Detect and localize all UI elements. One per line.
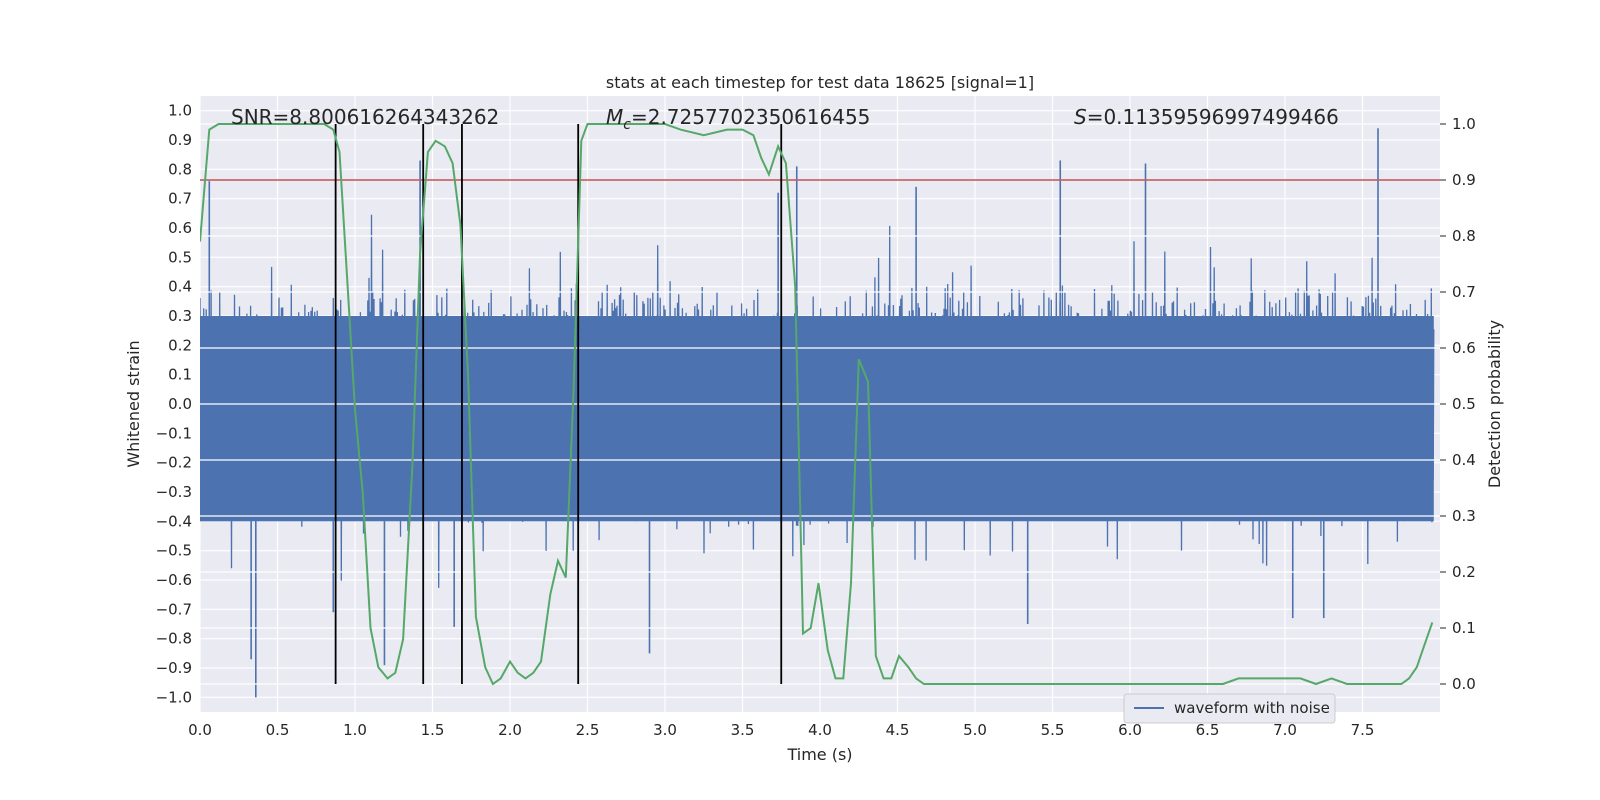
x-tick-label: 3.0 (653, 721, 677, 739)
left-tick-label: −0.7 (156, 600, 192, 618)
left-tick-label: 0.6 (168, 219, 192, 237)
left-tick-label: 0.3 (168, 307, 192, 325)
x-tick-label: 6.0 (1118, 721, 1142, 739)
s-annotation: S=0.11359596997499466 (1074, 105, 1339, 129)
x-tick-label: 4.5 (886, 721, 910, 739)
left-tick-label: −0.5 (156, 542, 192, 560)
right-tick-labels: 1.0 0.9 0.8 0.7 0.6 0.5 0.4 0.3 0.2 0.1 0.0 (1440, 115, 1476, 693)
x-tick-label: 0.0 (188, 721, 212, 739)
x-tick-label: 2.5 (576, 721, 600, 739)
left-tick-label: −0.4 (156, 512, 192, 530)
s-symbol: S (1074, 105, 1087, 129)
x-tick-label: 1.0 (343, 721, 367, 739)
legend: waveform with noise (1123, 693, 1336, 724)
left-tick-label: 0.1 (168, 366, 192, 384)
left-tick-label: −0.1 (156, 424, 192, 442)
waveform-dense-band (200, 316, 1434, 522)
left-tick-label: 0.0 (168, 395, 192, 413)
left-tick-label: 0.7 (168, 190, 192, 208)
left-tick-label: −0.8 (156, 630, 192, 648)
s-value: =0.11359596997499466 (1087, 105, 1339, 129)
left-tick-label: −1.0 (156, 688, 192, 706)
left-tick-labels: 1.0 0.9 0.8 0.7 0.6 0.5 0.4 0.3 0.2 0.1 0.0 −0.1 −0.… (156, 102, 192, 707)
legend-box (1123, 693, 1336, 724)
probability-line (200, 123, 1434, 686)
chirp-mass-symbol: M (606, 105, 623, 129)
legend-label: waveform with noise (1174, 699, 1330, 717)
right-tick-label: 0.9 (1452, 171, 1476, 189)
waveform-series (200, 128, 1435, 698)
right-tick-label: 0.5 (1452, 395, 1476, 413)
detection-probability-series (200, 123, 1434, 686)
left-tick-label: 0.2 (168, 336, 192, 354)
left-tick-label: 0.5 (168, 248, 192, 266)
right-tick-label: 0.4 (1452, 451, 1476, 469)
left-tick-label: 0.9 (168, 131, 192, 149)
x-axis-label: Time (s) (786, 745, 852, 764)
right-tick-label: 0.3 (1452, 507, 1476, 525)
x-tick-label: 7.0 (1273, 721, 1297, 739)
left-tick-label: −0.9 (156, 659, 192, 677)
left-tick-label: 1.0 (168, 102, 192, 120)
left-tick-label: −0.2 (156, 454, 192, 472)
x-tick-label: 7.5 (1351, 721, 1375, 739)
right-tick-label: 0.6 (1452, 339, 1476, 357)
x-tick-label: 3.5 (731, 721, 755, 739)
snr-annotation: SNR=8.800616264343262 (231, 105, 499, 129)
x-tick-label: 0.5 (266, 721, 290, 739)
left-tick-label: −0.6 (156, 571, 192, 589)
right-tick-label: 1.0 (1452, 115, 1476, 133)
right-tick-label: 0.8 (1452, 227, 1476, 245)
x-tick-labels: 0.0 0.5 1.0 1.5 2.0 2.5 3.0 3.5 4.0 4.5 5.0 5.5 6.0 6… (188, 721, 1374, 739)
chirp-mass-value: =2.7257702350616455 (631, 105, 870, 129)
right-tick-label: 0.7 (1452, 283, 1476, 301)
left-tick-label: −0.3 (156, 483, 192, 501)
x-tick-label: 1.5 (421, 721, 445, 739)
chirp-mass-subscript: c (623, 117, 631, 133)
left-axis-label: Whitened strain (124, 340, 143, 467)
right-tick-label: 0.0 (1452, 675, 1476, 693)
right-axis-label: Detection probability (1485, 320, 1504, 488)
x-tick-label: 2.0 (498, 721, 522, 739)
x-tick-label: 5.0 (963, 721, 987, 739)
right-tick-label: 0.1 (1452, 619, 1476, 637)
chirp-mass-annotation: Mc=2.7257702350616455 (606, 105, 870, 133)
x-tick-label: 5.5 (1041, 721, 1065, 739)
plot-area (200, 123, 1440, 698)
chart-title: stats at each timestep for test data 186… (606, 73, 1034, 92)
left-tick-label: 0.4 (168, 278, 192, 296)
x-tick-label: 6.5 (1196, 721, 1220, 739)
left-tick-label: 0.8 (168, 160, 192, 178)
right-tick-label: 0.2 (1452, 563, 1476, 581)
x-tick-label: 4.0 (808, 721, 832, 739)
